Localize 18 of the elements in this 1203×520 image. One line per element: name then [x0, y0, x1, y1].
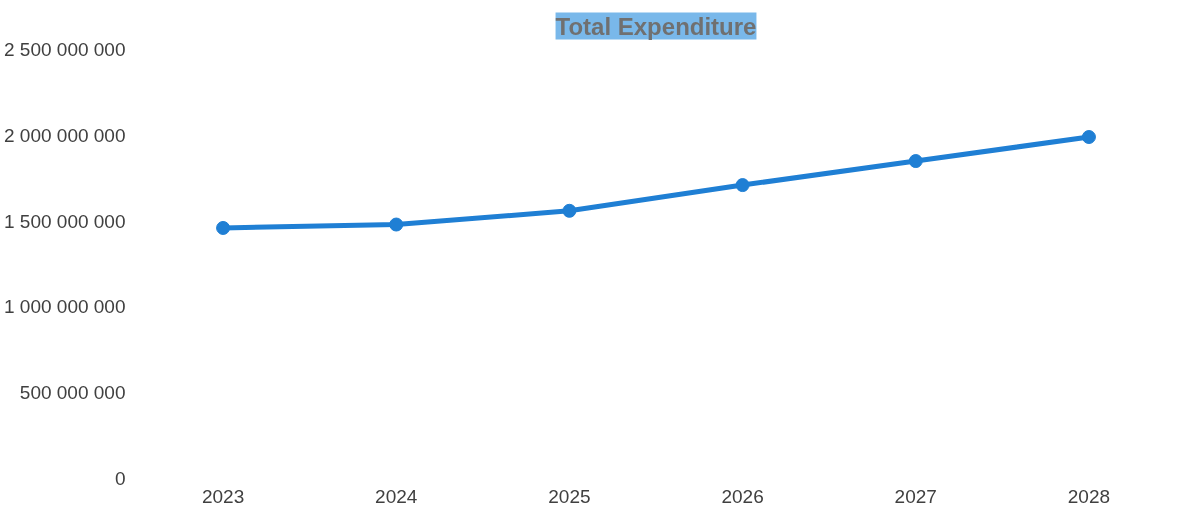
y-tick-label: 2 500 000 000	[3, 39, 126, 60]
x-tick-label: 2028	[1067, 485, 1111, 507]
point	[216, 220, 231, 235]
y-tick-label: 1 500 000 000	[3, 210, 126, 232]
x-tick-label: 2023	[201, 485, 245, 507]
x-tick-label: 2027	[894, 485, 937, 507]
y-tick-label: 1 000 000 000	[3, 296, 126, 318]
y-tick-label: 0	[114, 468, 126, 489]
y-tick-label: 500 000 000	[19, 382, 126, 404]
point	[389, 217, 404, 232]
point	[562, 203, 577, 218]
y-tick-label: 2 000 000 000	[3, 124, 126, 146]
point	[735, 178, 750, 193]
point	[1081, 130, 1096, 144]
x-tick-label: 2024	[375, 485, 418, 507]
x-tick-label: 2025	[548, 485, 591, 507]
point	[908, 154, 923, 169]
x-tick-label: 2026	[721, 485, 764, 507]
